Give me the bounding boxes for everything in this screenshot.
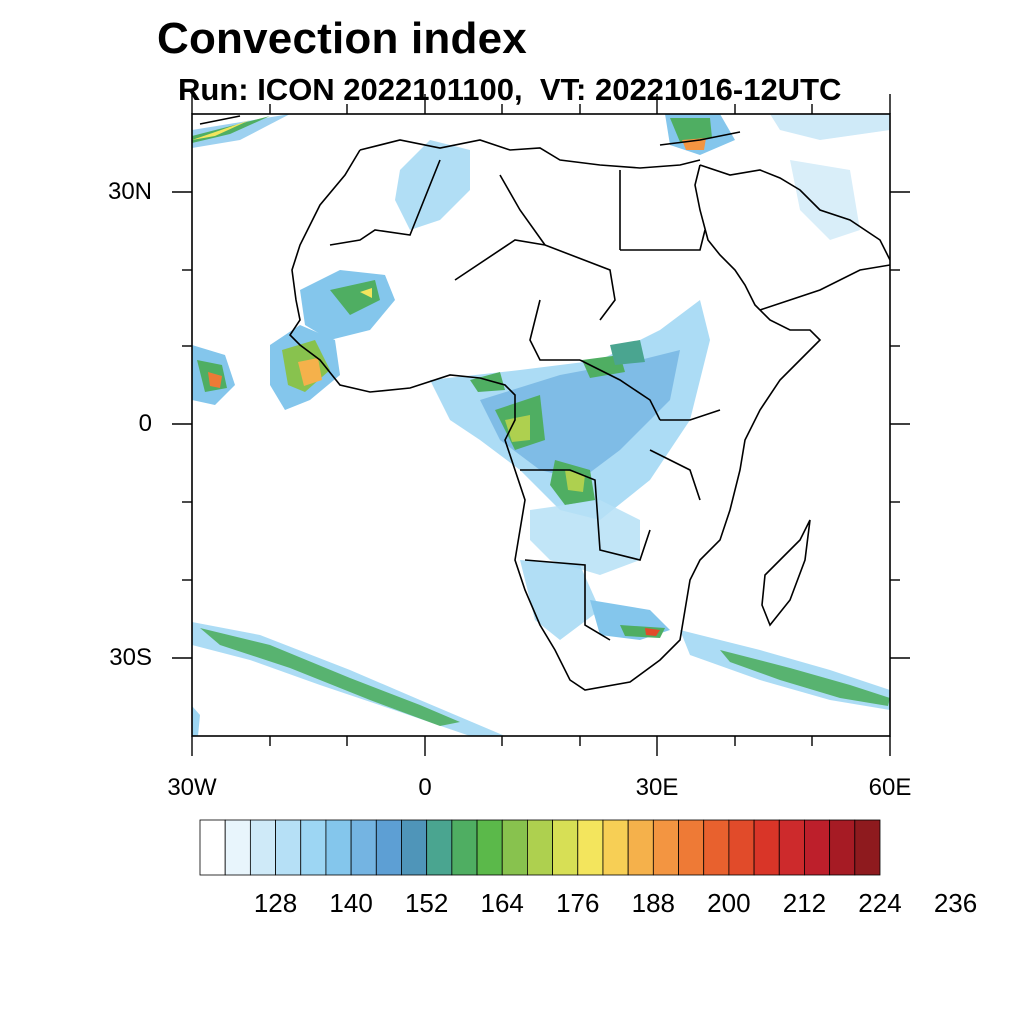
- lon-label-30w: 30W: [167, 774, 217, 801]
- colorbar-swatch: [325, 819, 352, 876]
- colorbar-swatch: [577, 819, 604, 876]
- colorbar-swatch: [476, 819, 503, 876]
- colorbar-tick-label: 164: [480, 888, 524, 918]
- colorbar-swatch: [854, 819, 881, 876]
- colorbar-swatch: [199, 819, 226, 876]
- colorbar-swatch: [224, 819, 251, 876]
- colorbar-swatch: [753, 819, 780, 876]
- colorbar-swatch: [829, 819, 856, 876]
- colorbar-tick-label: 152: [404, 888, 449, 918]
- colorbar-swatch: [678, 819, 705, 876]
- colorbar-tick-label: 176: [556, 888, 600, 918]
- lat-label-30n: 30N: [107, 178, 152, 205]
- plot-frame: [191, 113, 891, 737]
- lat-label-30s: 30S: [109, 644, 152, 671]
- colorbar-tick-label: 224: [858, 888, 902, 918]
- colorbar: [199, 819, 881, 876]
- coastlines: [199, 115, 890, 691]
- colorbar-swatch: [275, 819, 302, 876]
- colorbar-tick-label: 200: [707, 888, 751, 918]
- colorbar-labels: 128 140 152 164 176 188 200 212 224 236: [0, 888, 1024, 918]
- colorbar-tick-label: 188: [631, 888, 676, 918]
- colorbar-tick-label: 212: [782, 888, 827, 918]
- lat-label-0: 0: [138, 410, 152, 437]
- colorbar-tick-label: 236: [933, 888, 978, 918]
- colorbar-swatch: [300, 819, 327, 876]
- colorbar-swatch: [552, 819, 579, 876]
- colorbar-tick-label: 128: [253, 888, 298, 918]
- colorbar-swatch: [804, 819, 831, 876]
- colorbar-swatch: [703, 819, 730, 876]
- colorbar-swatch: [375, 819, 402, 876]
- colorbar-swatch: [652, 819, 679, 876]
- colorbar-swatch: [527, 819, 553, 876]
- colorbar-swatch: [426, 819, 453, 876]
- axis-ticks: [172, 94, 910, 756]
- colorbar-swatch: [602, 819, 629, 876]
- colorbar-swatch: [350, 819, 377, 876]
- lon-label-60e: 60E: [868, 774, 912, 801]
- colorbar-swatch: [501, 819, 528, 876]
- map-title: Convection index: [157, 14, 527, 63]
- colorbar-swatch: [451, 819, 478, 876]
- colorbar-swatch: [778, 819, 805, 876]
- colorbar-swatch: [401, 819, 428, 876]
- colorbar-swatch: [627, 819, 654, 876]
- lon-label-0: 0: [418, 774, 432, 801]
- convection-field: [192, 114, 890, 736]
- colorbar-tick-label: 140: [329, 888, 373, 918]
- colorbar-swatch: [249, 819, 276, 876]
- map-subtitle: Run: ICON 2022101100, VT: 20221016-12UTC: [178, 72, 842, 107]
- lon-label-30e: 30E: [635, 774, 679, 801]
- colorbar-swatch: [728, 819, 755, 876]
